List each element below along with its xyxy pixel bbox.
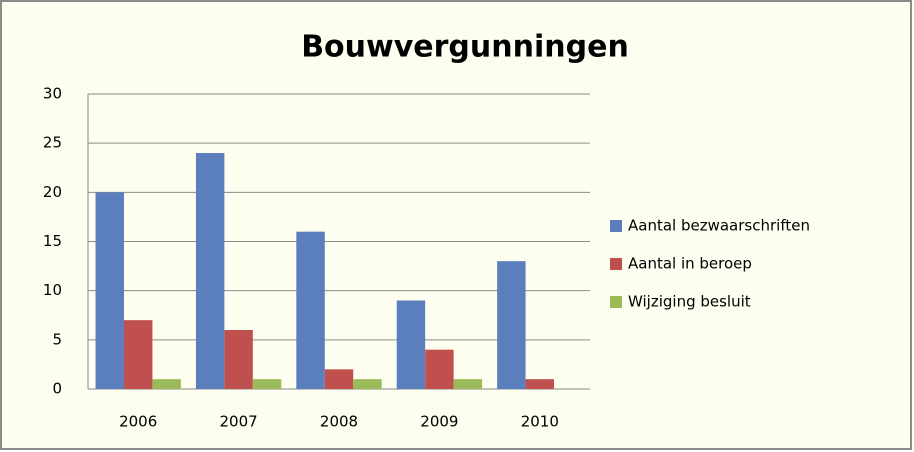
legend-swatch — [610, 296, 622, 308]
y-tick-label: 15 — [43, 232, 62, 250]
chart-title: Bouwvergunningen — [301, 30, 629, 65]
bar — [497, 261, 526, 389]
x-tick-label: 2007 — [220, 413, 258, 431]
y-tick-label: 30 — [43, 85, 62, 103]
bar — [95, 192, 124, 389]
bar — [425, 349, 454, 389]
y-tick-label: 5 — [52, 330, 62, 348]
x-tick-label: 2006 — [119, 413, 157, 431]
legend-label: Wijziging besluit — [628, 293, 751, 311]
y-tick-label: 25 — [43, 134, 62, 152]
bar — [525, 379, 555, 389]
y-tick-label: 10 — [43, 281, 62, 299]
bar — [123, 320, 153, 389]
bar — [224, 330, 253, 389]
legend-label: Aantal bezwaarschriften — [628, 217, 810, 235]
bar — [152, 379, 181, 389]
bar — [453, 379, 483, 389]
bar — [252, 379, 282, 389]
legend-swatch — [610, 220, 622, 232]
x-tick-label: 2008 — [320, 413, 358, 431]
bar — [296, 231, 325, 389]
x-tick-label: 2010 — [521, 413, 559, 431]
bar — [324, 369, 354, 389]
bar — [353, 379, 382, 389]
legend-swatch — [610, 258, 622, 270]
legend-label: Aantal in beroep — [628, 255, 752, 273]
x-tick-label: 2009 — [420, 413, 458, 431]
bar — [195, 153, 225, 389]
bar — [396, 300, 426, 389]
y-tick-label: 20 — [43, 183, 62, 201]
y-tick-label: 0 — [52, 380, 62, 398]
